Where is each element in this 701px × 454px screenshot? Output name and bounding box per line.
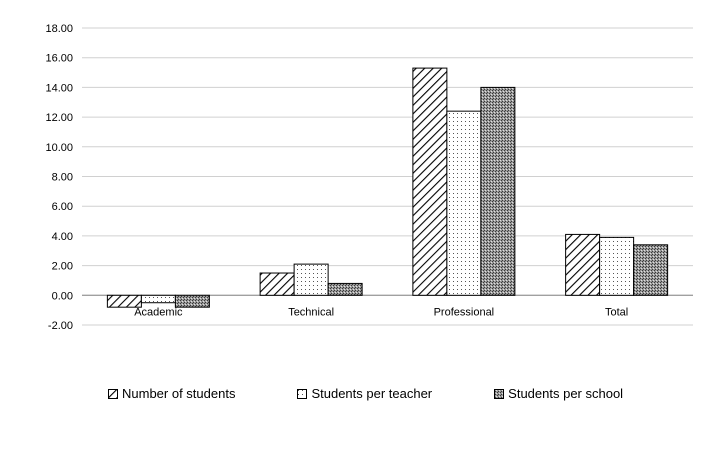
legend: Number of students Students per teacher … [108, 386, 685, 401]
y-axis-ticks: -2.00 0.00 2.00 4.00 6.00 8.00 10.00 12.00 14.00… [45, 23, 73, 332]
legend-swatch-dotted [297, 388, 308, 399]
bar-students-per-teacher-academic [140, 294, 176, 304]
x-tick-label: Technical [288, 306, 334, 318]
x-tick-label: Professional [434, 306, 495, 318]
bars [106, 67, 669, 308]
legend-item-students-per-school: Students per school [494, 386, 623, 401]
y-tick-label: 4.00 [52, 231, 73, 243]
y-tick-label: 6.00 [52, 201, 73, 213]
y-tick-label: 0.00 [52, 290, 73, 302]
bar-students-per-school-academic [174, 294, 210, 308]
legend-label: Students per school [508, 386, 624, 401]
bar-students-per-school-total [633, 244, 669, 296]
bar-students-per-teacher-professional [446, 110, 482, 296]
legend-label: Number of students [122, 386, 236, 401]
legend-item-students-per-teacher: Students per teacher [297, 386, 432, 401]
bar-number-of-students-total [565, 233, 601, 296]
bar-number-of-students-professional [412, 67, 448, 296]
bar-students-per-teacher-technical [293, 263, 329, 296]
legend-swatch-diagonal [108, 388, 118, 399]
y-tick-label: 2.00 [52, 261, 73, 273]
bar-students-per-school-technical [327, 282, 363, 296]
legend-swatch-dense [494, 388, 505, 399]
x-tick-label: Academic [134, 306, 183, 318]
y-tick-label: 18.00 [45, 23, 73, 35]
x-axis-labels: Academic Technical Professional Total [134, 306, 628, 318]
bar-students-per-school-professional [480, 86, 516, 296]
y-tick-label: 8.00 [52, 172, 73, 184]
y-tick-label: -2.00 [48, 320, 73, 332]
y-tick-label: 16.00 [45, 53, 73, 65]
x-tick-label: Total [605, 306, 628, 318]
y-tick-label: 14.00 [45, 82, 73, 94]
bar-number-of-students-technical [259, 272, 295, 296]
bar-students-per-teacher-total [599, 236, 635, 296]
y-tick-label: 12.00 [45, 112, 73, 124]
y-tick-label: 10.00 [45, 142, 73, 154]
legend-item-number-of-students: Number of students [108, 386, 235, 401]
legend-label: Students per teacher [311, 386, 433, 401]
